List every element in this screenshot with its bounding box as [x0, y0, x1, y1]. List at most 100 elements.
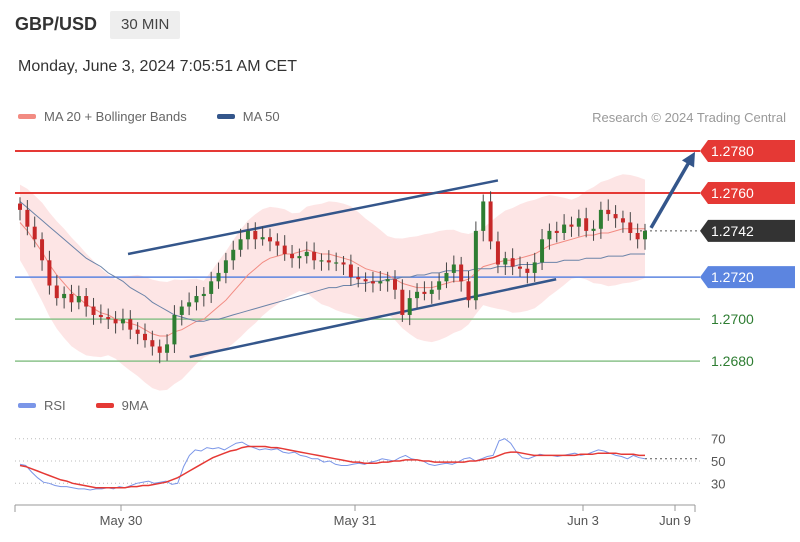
candle-body-72 [547, 230, 552, 240]
candle-body-37 [290, 254, 295, 259]
candle-body-36 [282, 245, 287, 254]
rsi-ma-legend-label: 9MA [121, 398, 149, 413]
research-credit: Research © 2024 Trading Central [592, 110, 786, 125]
candle-body-23 [187, 302, 192, 307]
candle-body-10 [91, 306, 96, 315]
candle-body-69 [525, 268, 530, 273]
candle-body-42 [326, 260, 331, 263]
candle-body-41 [319, 260, 324, 262]
candle-body-5 [54, 285, 59, 299]
candle-body-85 [643, 230, 647, 240]
candle-body-81 [613, 214, 618, 219]
candle-body-31 [245, 230, 250, 240]
x-tick-label-0: May 30 [100, 513, 143, 528]
candle-body-30 [238, 239, 243, 250]
forecast-arrow [649, 151, 696, 229]
candle-body-8 [76, 296, 81, 303]
candle-body-19 [157, 346, 162, 353]
chart-timestamp: Monday, June 3, 2024 7:05:51 AM CET [18, 58, 297, 75]
trend-channel [127, 179, 557, 359]
candle-body-77 [584, 218, 589, 231]
candle-body-44 [341, 262, 346, 265]
candle-body-78 [591, 228, 596, 231]
candle-body-74 [562, 224, 567, 233]
candle-body-7 [69, 293, 74, 303]
candle-body-28 [223, 260, 228, 273]
candle-body-18 [150, 340, 155, 347]
candle-body-52 [400, 289, 405, 315]
symbol-title: GBP/USD [15, 14, 98, 34]
candle-body-73 [554, 230, 559, 233]
candle-body-11 [98, 314, 103, 318]
candle-body-3 [40, 239, 45, 261]
candle-body-79 [598, 209, 603, 229]
candle-body-60 [459, 264, 464, 282]
candle-body-76 [576, 218, 581, 227]
candle-body-66 [503, 258, 508, 265]
candle-body-22 [179, 306, 184, 315]
ma20-swatch [18, 114, 36, 119]
bollinger-band-area [20, 174, 645, 391]
candle-body-34 [268, 237, 272, 242]
candle-body-2 [32, 226, 37, 240]
rsi-tick-2: 30 [711, 476, 725, 491]
rsi-ma-line [19, 445, 645, 489]
candle-body-46 [356, 277, 361, 280]
ma50-legend-label: MA 50 [242, 109, 280, 124]
candle-body-71 [540, 239, 545, 263]
level-label-4: 1.2700 [711, 311, 754, 327]
candle-body-0 [18, 203, 22, 210]
candle-body-82 [620, 218, 625, 223]
rsi-panel: 70 50 30 [15, 432, 725, 491]
candle-body-63 [481, 201, 486, 231]
candle-body-80 [606, 209, 611, 215]
rsi-ma-swatch [95, 403, 114, 408]
candle-body-70 [532, 262, 537, 273]
candle-body-6 [62, 293, 67, 299]
candlesticks [18, 191, 647, 364]
candle-body-55 [422, 291, 427, 294]
level-label-5: 1.2680 [711, 353, 754, 369]
candle-body-57 [437, 281, 442, 290]
level-label-0: 1.2780 [711, 143, 754, 159]
level-tag-3 [700, 266, 795, 289]
rsi-legend-label: RSI [44, 398, 66, 413]
candle-body-24 [194, 296, 199, 303]
candle-body-49 [378, 281, 383, 284]
forecast-arrow-head [681, 151, 696, 168]
candle-body-25 [201, 293, 206, 297]
level-label-1: 1.2760 [711, 185, 754, 201]
rsi-swatch [18, 403, 36, 408]
candle-body-16 [135, 329, 140, 334]
candle-body-45 [348, 264, 353, 278]
candle-body-35 [275, 241, 280, 246]
rsi-tick-1: 50 [711, 454, 725, 469]
x-tick-label-1: May 31 [334, 513, 377, 528]
candle-body-1 [25, 209, 30, 227]
candle-body-65 [495, 241, 500, 265]
rsi-tick-0: 70 [711, 432, 725, 447]
candle-body-43 [334, 262, 339, 264]
level-label-2: 1.2742 [711, 223, 754, 239]
candle-body-75 [569, 224, 574, 227]
candle-body-39 [304, 251, 309, 257]
candle-body-15 [128, 319, 133, 330]
candle-body-54 [415, 291, 420, 299]
candle-body-32 [253, 230, 258, 240]
level-tag-0 [700, 140, 795, 163]
x-tick-label-2: Jun 3 [567, 513, 599, 528]
rsi-line [19, 438, 646, 491]
forecast-arrow-shaft [649, 156, 694, 229]
price-legend: MA 20 + Bollinger Bands MA 50 [18, 109, 280, 124]
timeframe-badge[interactable]: 30 MIN [110, 11, 181, 39]
candle-body-83 [628, 222, 633, 233]
candle-body-59 [451, 264, 456, 273]
candle-body-58 [444, 272, 449, 282]
candle-body-21 [172, 314, 177, 345]
bollinger-bands [20, 174, 645, 391]
x-tick-label-3: Jun 9 [659, 513, 691, 528]
ma50-swatch [216, 114, 235, 119]
candle-body-9 [84, 296, 89, 307]
candle-body-64 [488, 201, 493, 242]
